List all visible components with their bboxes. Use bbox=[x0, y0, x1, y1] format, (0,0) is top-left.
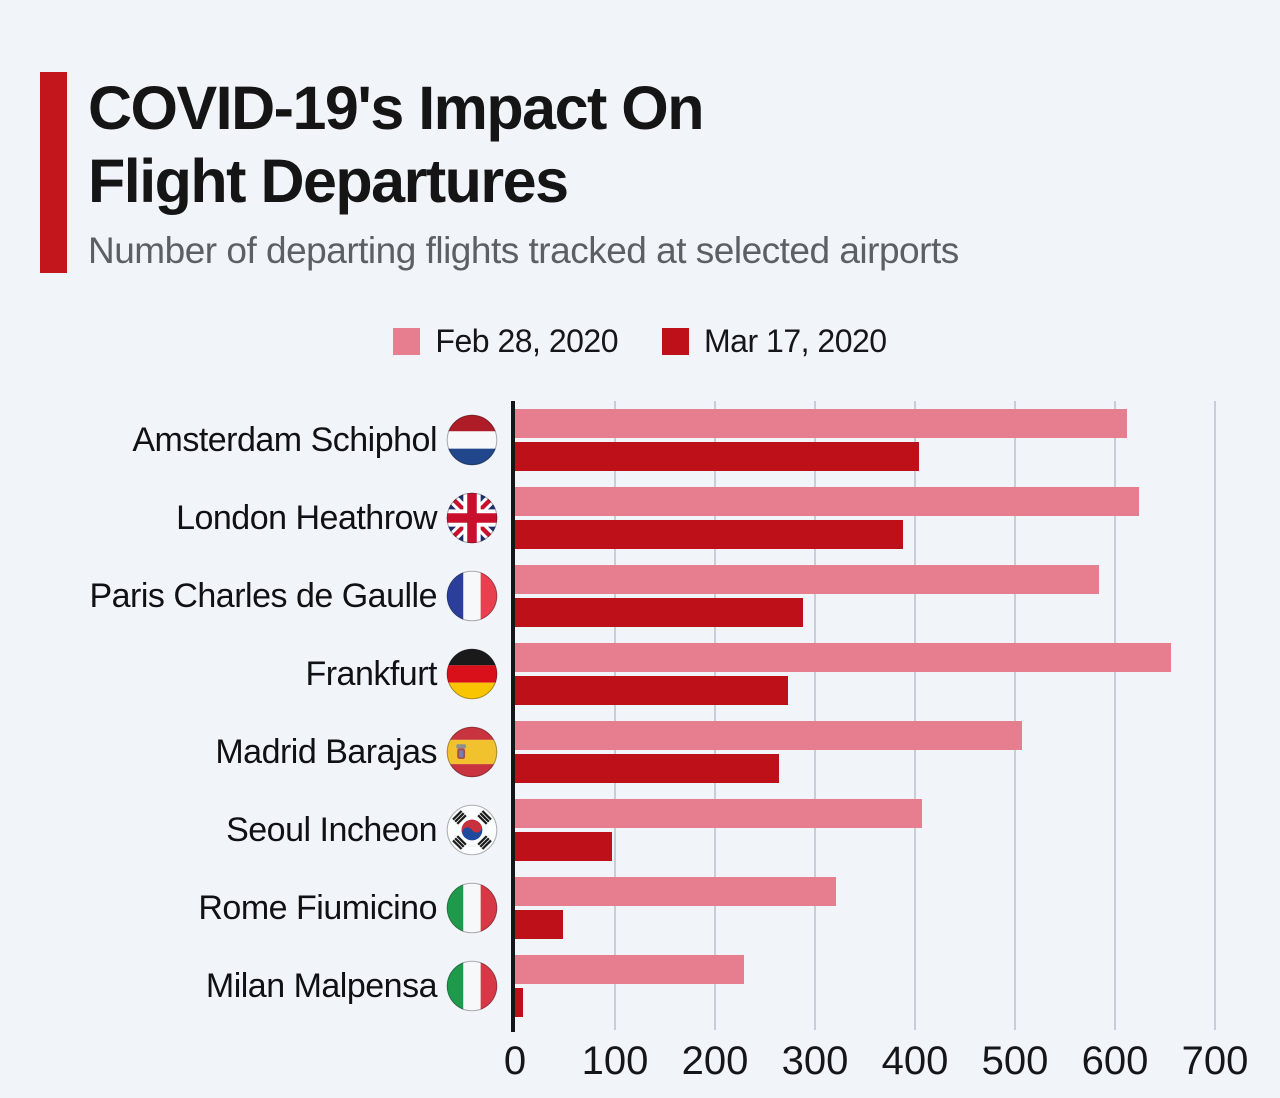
gridlines bbox=[515, 400, 1216, 1030]
mar-legend-swatch bbox=[662, 328, 690, 356]
gridline bbox=[614, 400, 616, 1030]
chart-row: Frankfurt bbox=[0, 635, 1280, 713]
mar-bar bbox=[515, 519, 903, 549]
france-flag-icon bbox=[446, 570, 498, 622]
chart-row: Madrid Barajas bbox=[0, 713, 1280, 791]
x-tick-label: 100 bbox=[581, 1038, 649, 1083]
bar-pair bbox=[515, 798, 922, 861]
feb-bar bbox=[515, 954, 744, 984]
italy-flag-icon bbox=[446, 882, 498, 934]
gridline bbox=[1214, 400, 1216, 1030]
germany-flag-icon bbox=[446, 648, 498, 700]
red-accent-bar bbox=[40, 72, 67, 273]
mar-bar bbox=[515, 909, 563, 939]
bar-pair bbox=[515, 720, 1022, 783]
feb-bar bbox=[515, 408, 1127, 438]
feb-legend-label: Feb 28, 2020 bbox=[435, 323, 619, 360]
mar-bar bbox=[515, 987, 523, 1017]
chart-row: Seoul Incheon bbox=[0, 791, 1280, 869]
airport-label: Frankfurt bbox=[305, 654, 437, 693]
chart-rows: Amsterdam Schiphol London Heathrow Paris… bbox=[0, 401, 1280, 1025]
gridline bbox=[814, 400, 816, 1030]
bar-pair bbox=[515, 564, 1099, 627]
bar-pair bbox=[515, 876, 836, 939]
title-line-1: COVID-19's Impact On bbox=[88, 74, 705, 142]
italy-flag-icon bbox=[446, 960, 498, 1012]
chart-row: Amsterdam Schiphol bbox=[0, 401, 1280, 479]
x-axis-ticks: 0 100 200 300 400 500 600 700 bbox=[504, 1038, 1249, 1089]
x-tick-label: 300 bbox=[781, 1038, 849, 1083]
bar-pair bbox=[515, 408, 1127, 471]
airport-label: Seoul Incheon bbox=[226, 810, 437, 849]
feb-bar bbox=[515, 642, 1171, 672]
chart-title: COVID-19's Impact On Flight Departures bbox=[88, 72, 959, 217]
uk-flag-icon bbox=[446, 492, 498, 544]
x-tick-label: 200 bbox=[681, 1038, 749, 1083]
legend-item-mar: Mar 17, 2020 bbox=[662, 323, 887, 360]
header-text: COVID-19's Impact On Flight Departures Nu… bbox=[88, 72, 959, 273]
x-tick-label: 400 bbox=[881, 1038, 949, 1083]
title-line-2: Flight Departures bbox=[88, 146, 569, 215]
feb-bar bbox=[515, 486, 1139, 516]
feb-bar bbox=[515, 564, 1099, 594]
airport-label: Madrid Barajas bbox=[215, 732, 437, 771]
feb-bar bbox=[515, 798, 922, 828]
chart-subtitle: Number of departing flights tracked at s… bbox=[88, 230, 959, 272]
chart-row: Rome Fiumicino bbox=[0, 869, 1280, 947]
mar-bar bbox=[515, 441, 919, 471]
mar-bar bbox=[515, 597, 803, 627]
bar-pair bbox=[515, 486, 1139, 549]
gridline bbox=[1014, 400, 1016, 1030]
x-tick-label: 700 bbox=[1181, 1038, 1249, 1083]
airport-label: Rome Fiumicino bbox=[198, 888, 437, 927]
netherlands-flag-icon bbox=[446, 414, 498, 466]
x-tick-label: 500 bbox=[981, 1038, 1049, 1083]
x-tick-label: 0 bbox=[503, 1038, 527, 1083]
mar-legend-label: Mar 17, 2020 bbox=[704, 323, 887, 360]
airport-label: Amsterdam Schiphol bbox=[132, 420, 437, 459]
mar-bar bbox=[515, 753, 779, 783]
mar-bar bbox=[515, 675, 788, 705]
feb-legend-swatch bbox=[393, 328, 421, 356]
x-tick-label: 600 bbox=[1081, 1038, 1149, 1083]
feb-bar bbox=[515, 876, 836, 906]
gridline bbox=[714, 400, 716, 1030]
airport-label: Milan Malpensa bbox=[205, 966, 438, 1005]
legend: Feb 28, 2020 Mar 17, 2020 bbox=[0, 323, 1280, 361]
airport-label: Paris Charles de Gaulle bbox=[89, 576, 437, 615]
gridline bbox=[914, 400, 916, 1030]
chart-row: Paris Charles de Gaulle bbox=[0, 557, 1280, 635]
chart-row: London Heathrow bbox=[0, 479, 1280, 557]
feb-bar bbox=[515, 720, 1022, 750]
bar-pair bbox=[515, 954, 744, 1017]
spain-flag-icon bbox=[446, 726, 498, 778]
south-korea-flag-icon bbox=[446, 804, 498, 856]
airport-label: London Heathrow bbox=[176, 498, 437, 537]
gridline bbox=[1114, 400, 1116, 1030]
bar-chart: Amsterdam Schiphol London Heathrow Paris… bbox=[0, 400, 1280, 1093]
y-axis-line bbox=[511, 400, 515, 1032]
mar-bar bbox=[515, 831, 612, 861]
chart-row: Milan Malpensa bbox=[0, 947, 1280, 1025]
header: COVID-19's Impact On Flight Departures Nu… bbox=[0, 0, 1280, 273]
bar-pair bbox=[515, 642, 1171, 705]
legend-item-feb: Feb 28, 2020 bbox=[393, 323, 619, 360]
